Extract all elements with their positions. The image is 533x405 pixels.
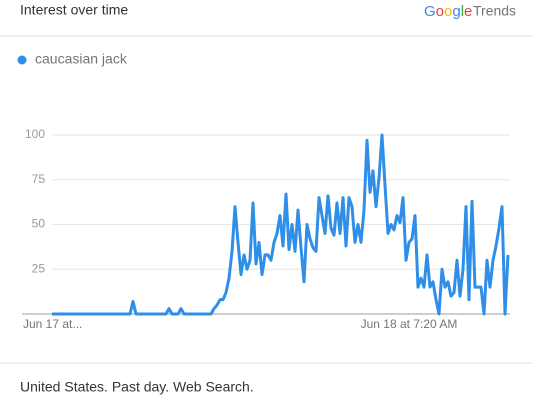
legend-marker — [17, 55, 27, 65]
legend-label: caucasian jack — [35, 51, 128, 67]
chart-title: Interest over time — [20, 2, 128, 18]
brand-logo: Google — [424, 3, 472, 20]
brand-suffix: Trends — [473, 3, 516, 19]
y-tick-label: 25 — [32, 261, 46, 275]
footer: United States. Past day. Web Search. — [20, 379, 254, 395]
x-tick-label: Jun 18 at 7:20 AM — [361, 317, 458, 331]
series-line — [52, 133, 510, 316]
x-tick-label: Jun 17 at... — [23, 317, 82, 331]
y-tick-label: 50 — [32, 217, 46, 231]
y-tick-label: 100 — [25, 127, 45, 141]
y-tick-label: 75 — [32, 172, 46, 186]
